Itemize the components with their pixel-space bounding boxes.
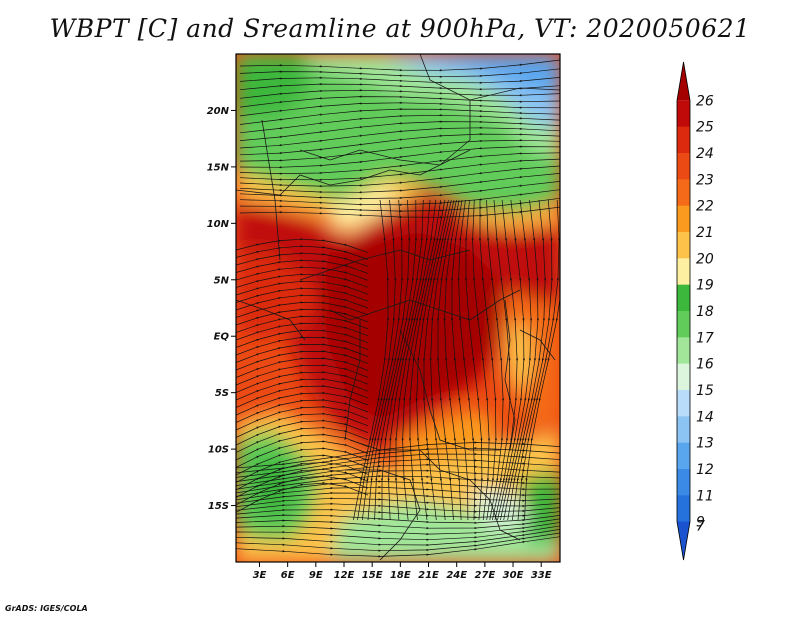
colorbar-swatch [677,62,690,101]
streamline [236,245,369,260]
streamline [239,68,560,78]
streamline [524,238,560,521]
lat-tick-label: 5N [214,275,230,286]
colorbar-swatch [677,469,690,496]
map-frame [235,53,561,563]
lat-tick-label: 15N [207,162,230,173]
streamline [239,95,560,108]
lon-tick-label: 15E [362,570,383,581]
colorbar-label: 14 [696,409,714,425]
latitude-axis: 20N 15N 10N 5N EQ 5S 10S 15S [207,106,236,512]
colorbar-label: 9 [696,515,705,531]
lon-tick-label: 18E [390,570,411,581]
colorbar-swatch [677,337,690,365]
colorbar-label: 21 [696,225,714,241]
lon-tick-label: 9E [309,570,323,581]
colorbar-label: 17 [696,330,714,346]
colorbar-outline [676,61,691,561]
colorbar-label: 18 [696,304,714,320]
colorbar-swatch [677,258,690,286]
streamline [236,536,560,558]
streamline [239,76,560,84]
colorbar: 26 25 24 23 22 21 20 19 18 17 16 15 14 13 12 11 97 [676,61,714,561]
colorbar-swatch [677,126,690,154]
lon-tick-label: 24E [446,570,467,581]
streamline [239,59,560,72]
streamline [236,252,369,267]
lon-tick-label: 33E [531,570,552,581]
colorbar-swatch [677,179,690,207]
colorbar-swatch [677,311,690,338]
lon-tick-label: 21E [418,570,439,581]
wbpt-field [236,54,560,562]
colorbar-label: 26 [696,93,714,109]
colorbar-swatch [677,442,690,470]
lat-tick-label: 15S [208,501,229,512]
longitude-axis: 3E 6E 9E 12E 15E 18E 21E 24E 27E 30E 33E [253,562,552,581]
streamline [236,238,369,253]
streamlines [236,59,560,558]
lon-tick-label: 12E [334,570,355,581]
colorbar-label: 13 [696,436,714,452]
colorbar-swatch [677,232,690,259]
colorbar-label: 7 [696,519,705,535]
colorbar-label: 11 [696,488,714,504]
streamline [239,89,560,99]
colorbar-swatch [677,495,690,523]
colorbar-swatch [677,284,690,312]
lon-tick-label: 3E [253,570,267,581]
colorbar-swatch [677,205,690,233]
colorbar-label: 15 [696,383,714,399]
colorbar-swatch [677,390,690,417]
lon-tick-label: 6E [281,570,295,581]
colorbar-swatch [677,100,690,128]
streamline [239,82,560,91]
colorbar-label: 20 [696,251,714,267]
colorbar-label: 25 [696,120,714,136]
colorbar-label: 16 [696,357,714,373]
colorbar-label: 19 [696,278,714,294]
lat-tick-label: EQ [214,332,230,343]
colorbar-label: 12 [696,462,714,478]
colorbar-label: 22 [696,199,714,215]
lon-tick-label: 30E [503,570,524,581]
lat-tick-label: 10S [208,445,229,456]
map-title: WBPT [C] and Sreamline at 900hPa, VT: 20… [49,14,751,43]
colorbar-label: 24 [696,146,714,162]
colorbar-label: 23 [696,172,714,188]
grads-credit: GrADS: IGES/COLA [5,604,88,613]
lat-tick-label: 20N [207,106,230,117]
lat-tick-label: 10N [207,219,230,230]
colorbar-swatch [677,416,690,444]
colorbar-swatch [677,521,690,560]
colorbar-swatch [677,153,690,180]
lon-tick-label: 27E [474,570,495,581]
lat-tick-label: 5S [215,388,229,399]
colorbar-swatch [677,363,690,391]
